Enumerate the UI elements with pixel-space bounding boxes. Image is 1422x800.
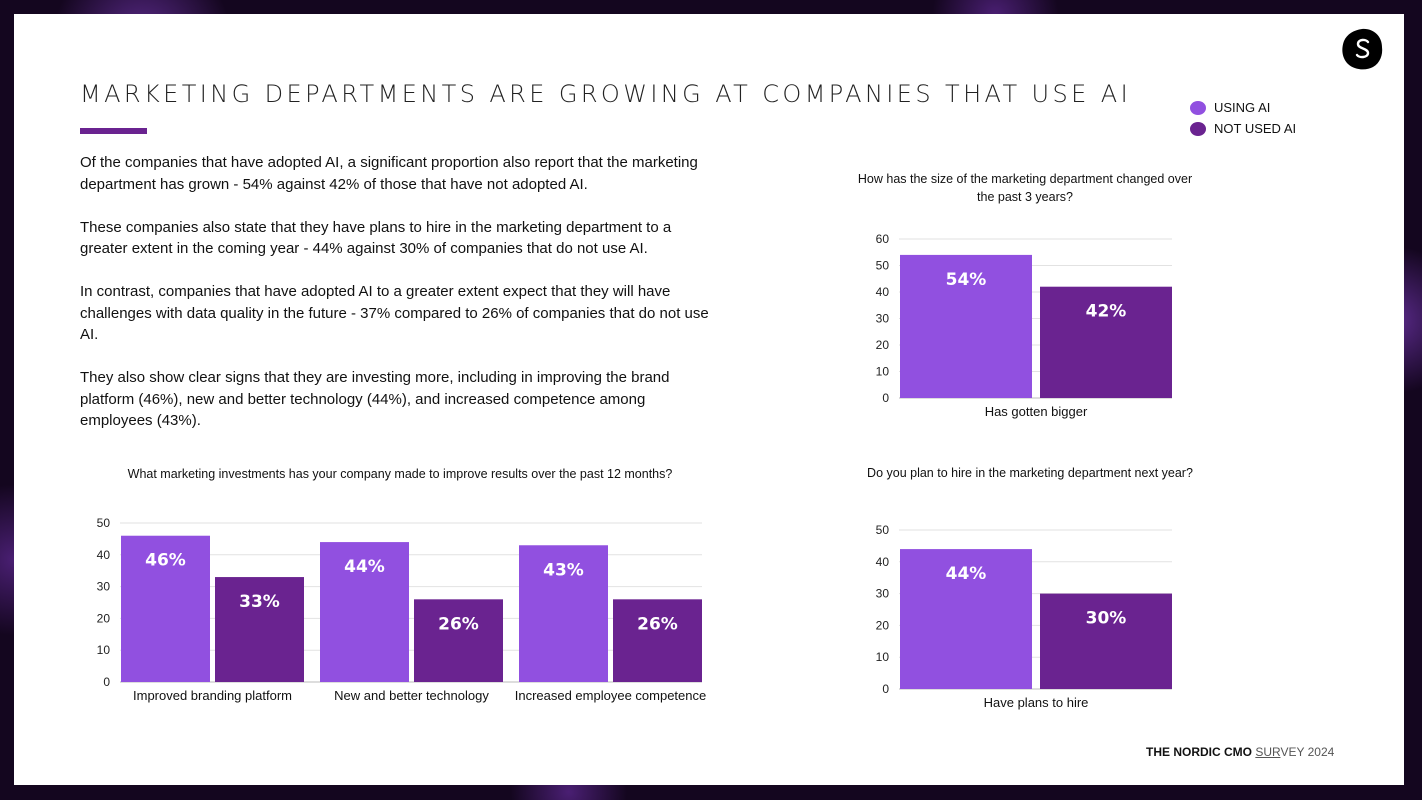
footer-rest: VEY 2024	[1280, 745, 1335, 759]
size-change-ytick-60: 60	[876, 232, 890, 246]
charts-canvas: 0 10 20 30 40 50 46% 33% Improved branding platf…	[97, 232, 1172, 710]
size-change-ytick-0: 0	[882, 391, 889, 405]
investments-data-label-1-2: 26%	[637, 614, 678, 634]
investments-category-label-1: New and better technology	[334, 688, 489, 703]
legend-label-not-used-ai: NOT USED AI	[1214, 121, 1297, 136]
size-change-ytick-50: 50	[876, 259, 890, 273]
investments-bar-0-0	[121, 535, 210, 682]
hire-plans-ytick-20: 20	[876, 618, 890, 632]
size-change-ytick-30: 30	[876, 312, 890, 326]
hire-plans-category-label-0: Have plans to hire	[984, 695, 1089, 710]
hire-plans-data-label-0-0: 44%	[946, 564, 987, 584]
footer-brand: THE NORDIC CMO SURVEY 2024	[1146, 745, 1334, 759]
investments-data-label-0-1: 44%	[344, 557, 385, 577]
investments-ytick-10: 10	[97, 643, 111, 657]
legend-swatch-not-used-ai	[1190, 121, 1206, 136]
investments-data-label-0-0: 46%	[145, 551, 186, 571]
investments-bar-1-2	[613, 599, 702, 682]
chart-title-size-change: How has the size of the marketing depart…	[857, 172, 1193, 204]
size-change-ytick-10: 10	[876, 365, 890, 379]
investments-data-label-1-1: 26%	[438, 614, 479, 634]
body-text: Of the companies that have adopted AI, a…	[80, 152, 720, 453]
paragraph-4: They also show clear signs that they are…	[80, 369, 670, 429]
legend-swatch-using-ai	[1190, 100, 1206, 115]
legend: USING AI NOT USED AI	[1190, 97, 1296, 139]
investments-bar-0-1	[320, 542, 409, 682]
paragraph-2: These companies also state that they hav…	[80, 218, 672, 258]
paragraph-1: Of the companies that have adopted AI, a…	[80, 154, 698, 193]
size-change-bar-1-0	[1040, 286, 1172, 398]
hire-plans-bar-0-0	[900, 549, 1032, 689]
hire-plans-ytick-0: 0	[882, 682, 889, 696]
investments-ytick-30: 30	[97, 580, 111, 594]
title-underline-bar	[80, 128, 147, 134]
investments-ytick-0: 0	[103, 675, 110, 689]
hire-plans-bar-1-0	[1040, 593, 1172, 689]
investments-bar-0-2	[519, 545, 608, 682]
size-change-bar-0-0	[900, 254, 1032, 398]
size-change-data-label-0-0: 54%	[946, 270, 987, 290]
investments-ytick-20: 20	[97, 611, 111, 625]
brand-logo-icon	[1342, 28, 1383, 70]
legend-label-using-ai: USING AI	[1214, 100, 1271, 115]
investments-data-label-1-0: 33%	[239, 592, 280, 612]
hire-plans-data-label-1-0: 30%	[1086, 609, 1127, 629]
page-title: MARKETING DEPARTMENTS ARE GROWING AT COM…	[80, 80, 1132, 108]
size-change-category-label-0: Has gotten bigger	[985, 404, 1088, 419]
investments-category-label-2: Increased employee competence	[515, 688, 707, 703]
chart-title-hire-plans: Do you plan to hire in the marketing dep…	[867, 466, 1193, 480]
chart-title-investments: What marketing investments has your comp…	[127, 467, 673, 481]
hire-plans-ytick-10: 10	[876, 650, 890, 664]
legend-item-not-used-ai: NOT USED AI	[1190, 118, 1296, 139]
investments-bar-1-1	[414, 599, 503, 682]
footer-underlined: SUR	[1255, 745, 1281, 759]
hire-plans-ytick-40: 40	[876, 555, 890, 569]
size-change-ytick-20: 20	[876, 338, 890, 352]
hire-plans-ytick-30: 30	[876, 587, 890, 601]
investments-ytick-50: 50	[97, 516, 111, 530]
footer-bold: THE NORDIC CMO	[1146, 745, 1252, 759]
legend-item-using-ai: USING AI	[1190, 97, 1296, 118]
investments-category-label-0: Improved branding platform	[133, 688, 292, 703]
slide: MARKETING DEPARTMENTS ARE GROWING AT COM…	[14, 14, 1404, 785]
investments-data-label-0-2: 43%	[543, 560, 584, 580]
hire-plans-ytick-50: 50	[876, 523, 890, 537]
paragraph-3: In contrast, companies that have adopted…	[80, 283, 709, 343]
investments-ytick-40: 40	[97, 548, 111, 562]
investments-bar-1-0	[215, 577, 304, 682]
size-change-ytick-40: 40	[876, 285, 890, 299]
size-change-data-label-1-0: 42%	[1086, 302, 1127, 322]
